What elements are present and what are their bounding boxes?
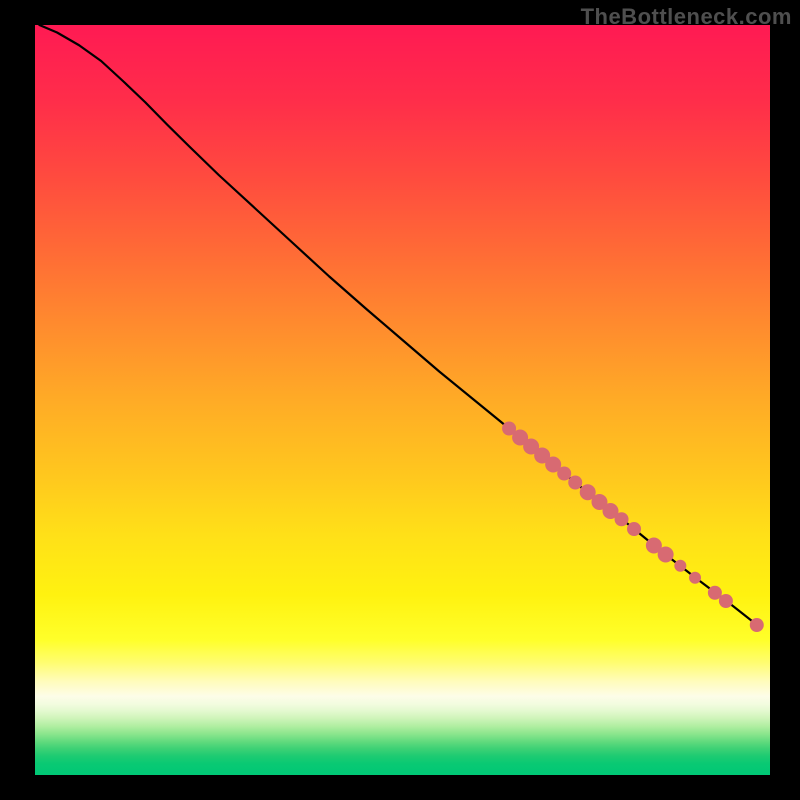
watermark-text: TheBottleneck.com: [581, 4, 792, 30]
data-marker: [627, 522, 641, 536]
data-marker: [658, 547, 674, 563]
data-marker: [750, 618, 764, 632]
data-marker: [557, 467, 571, 481]
data-marker: [568, 476, 582, 490]
data-marker: [689, 572, 701, 584]
plot-area: [35, 25, 770, 775]
data-marker: [674, 560, 686, 572]
data-marker: [719, 594, 733, 608]
chart-stage: TheBottleneck.com: [0, 0, 800, 800]
data-marker: [615, 512, 629, 526]
chart-svg: [0, 0, 800, 800]
